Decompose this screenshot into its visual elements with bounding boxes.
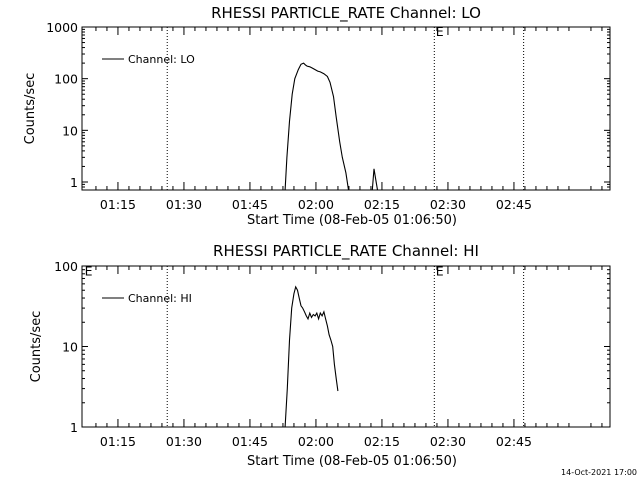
y-axis-label: Counts/sec <box>23 73 38 145</box>
x-tick-label: 01:15 <box>100 197 136 212</box>
x-tick-label: 02:15 <box>364 197 400 212</box>
x-tick-label: 02:00 <box>298 434 334 449</box>
y-tick-label: 1000 <box>46 20 78 35</box>
chart-title: RHESSI PARTICLE_RATE Channel: HI <box>213 242 479 261</box>
plot-timestamp: 14-Oct-2021 17:00 <box>561 468 637 477</box>
series-line <box>284 62 350 190</box>
x-tick-label: 02:15 <box>364 434 400 449</box>
y-tick-label: 10 <box>62 123 78 138</box>
x-tick-label: 01:45 <box>232 434 268 449</box>
x-tick-label: 02:00 <box>298 197 334 212</box>
x-tick-label: 01:30 <box>166 197 202 212</box>
y-tick-label: 1 <box>70 420 78 435</box>
chart-title: RHESSI PARTICLE_RATE Channel: LO <box>211 4 481 23</box>
legend-label: Channel: HI <box>128 292 192 305</box>
x-tick-label: 02:45 <box>496 197 532 212</box>
y-tick-label: 100 <box>54 72 78 87</box>
event-marker: E <box>436 24 444 39</box>
x-tick-label: 01:30 <box>166 434 202 449</box>
x-tick-label: 02:30 <box>430 434 466 449</box>
x-tick-label: 01:15 <box>100 434 136 449</box>
lo-channel-panel: RHESSI PARTICLE_RATE Channel: LO Counts/s… <box>23 4 611 228</box>
x-tick-label: 02:30 <box>430 197 466 212</box>
y-tick-label: 10 <box>62 340 78 355</box>
x-tick-label: 01:45 <box>232 197 268 212</box>
event-marker: E <box>436 264 444 279</box>
y-tick-label: 1 <box>70 175 78 190</box>
y-tick-label: 100 <box>54 259 78 274</box>
hi-channel-panel: RHESSI PARTICLE_RATE Channel: HI Counts/s… <box>29 242 611 469</box>
legend-label: Channel: LO <box>128 53 195 66</box>
series-line <box>371 168 379 190</box>
event-marker: E <box>85 264 93 279</box>
y-axis-label: Counts/sec <box>29 311 44 383</box>
series-line <box>284 285 339 427</box>
x-tick-label: 02:45 <box>496 434 532 449</box>
x-axis-label: Start Time (08-Feb-05 01:06:50) <box>247 213 457 228</box>
plot-frame <box>81 26 611 191</box>
x-axis-label: Start Time (08-Feb-05 01:06:50) <box>247 454 457 469</box>
